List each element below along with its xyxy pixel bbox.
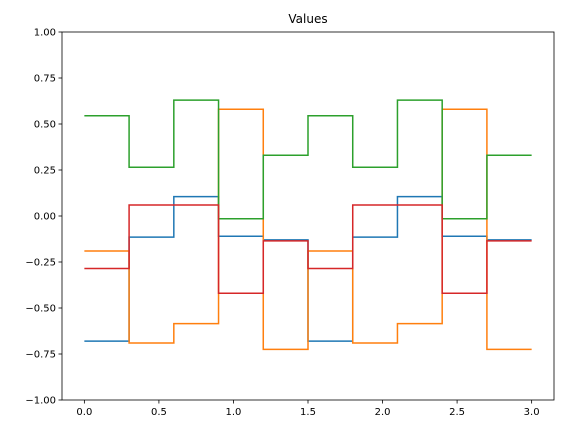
x-tick-label: 0.5 xyxy=(151,407,167,418)
x-tick-label: 2.0 xyxy=(375,407,391,418)
y-tick-label: −0.25 xyxy=(25,258,56,269)
y-tick-label: 0.75 xyxy=(34,74,56,85)
y-tick-label: 0.50 xyxy=(34,120,56,131)
chart-title: Values xyxy=(288,12,327,26)
x-tick-label: 1.0 xyxy=(226,407,242,418)
axes: 0.0 0.5 1.0 1.5 2.0 2.5 3.0 −1.00 −0.75 −0.50 −0.2… xyxy=(25,28,555,418)
x-tick-label: 3.0 xyxy=(524,407,540,418)
y-tick-label: −1.00 xyxy=(25,396,56,407)
x-tick-label: 0.0 xyxy=(76,407,92,418)
series-line-4 xyxy=(84,204,532,295)
x-tick-label: 2.5 xyxy=(449,407,465,418)
y-tick-label: 1.00 xyxy=(34,28,56,39)
x-tick-label: 1.5 xyxy=(300,407,316,418)
y-tick-label: 0.00 xyxy=(34,212,56,223)
y-tick-label: −0.75 xyxy=(25,350,56,361)
plot-area xyxy=(84,99,532,351)
y-tick-label: −0.50 xyxy=(25,304,56,315)
series-line-3 xyxy=(84,99,532,220)
y-tick-label: 0.25 xyxy=(34,166,56,177)
